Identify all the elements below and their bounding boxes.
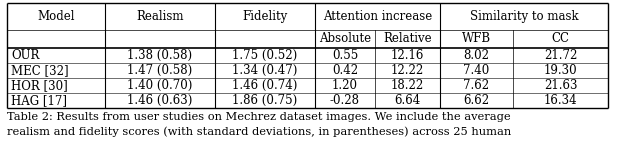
Text: 12.22: 12.22: [391, 64, 424, 77]
Text: 7.62: 7.62: [463, 79, 490, 92]
Text: 12.16: 12.16: [391, 49, 424, 62]
Text: 21.63: 21.63: [544, 79, 577, 92]
Text: 18.22: 18.22: [391, 79, 424, 92]
Text: 1.46 (0.63): 1.46 (0.63): [127, 94, 193, 107]
Text: 0.55: 0.55: [332, 49, 358, 62]
Text: 7.40: 7.40: [463, 64, 490, 77]
Text: MEC [32]: MEC [32]: [11, 64, 68, 77]
Text: -0.28: -0.28: [330, 94, 360, 107]
Text: 1.75 (0.52): 1.75 (0.52): [232, 49, 298, 62]
Text: HAG [17]: HAG [17]: [11, 94, 67, 107]
Text: 21.72: 21.72: [544, 49, 577, 62]
Text: 0.42: 0.42: [332, 64, 358, 77]
Text: realism and fidelity scores (with standard deviations, in parentheses) across 25: realism and fidelity scores (with standa…: [7, 126, 511, 137]
Text: Attention increase: Attention increase: [323, 10, 432, 23]
Text: 16.34: 16.34: [544, 94, 577, 107]
Text: 19.30: 19.30: [544, 64, 577, 77]
Text: HOR [30]: HOR [30]: [11, 79, 68, 92]
Text: 1.34 (0.47): 1.34 (0.47): [232, 64, 298, 77]
Text: WFB: WFB: [462, 32, 491, 46]
Text: 6.64: 6.64: [394, 94, 420, 107]
Text: 6.62: 6.62: [463, 94, 490, 107]
Text: Relative: Relative: [383, 32, 432, 46]
Text: 1.20: 1.20: [332, 79, 358, 92]
Text: Similarity to mask: Similarity to mask: [470, 10, 579, 23]
Text: Absolute: Absolute: [319, 32, 371, 46]
Text: 1.86 (0.75): 1.86 (0.75): [232, 94, 298, 107]
Text: OUR: OUR: [11, 49, 40, 62]
Text: 1.40 (0.70): 1.40 (0.70): [127, 79, 193, 92]
Text: Table 2: Results from user studies on Mechrez dataset images. We include the ave: Table 2: Results from user studies on Me…: [7, 112, 511, 122]
Text: CC: CC: [552, 32, 570, 46]
Text: 8.02: 8.02: [463, 49, 490, 62]
Text: 1.46 (0.74): 1.46 (0.74): [232, 79, 298, 92]
Text: 1.38 (0.58): 1.38 (0.58): [127, 49, 193, 62]
Text: Realism: Realism: [136, 10, 184, 23]
Text: 1.47 (0.58): 1.47 (0.58): [127, 64, 193, 77]
Text: Model: Model: [37, 10, 75, 23]
Text: Fidelity: Fidelity: [243, 10, 287, 23]
